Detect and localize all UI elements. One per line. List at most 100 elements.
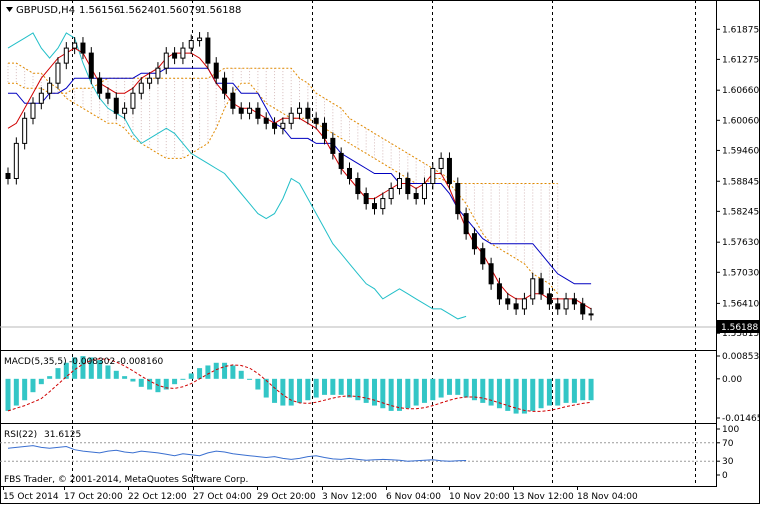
macd-signal-line <box>7 358 592 412</box>
macd-bar <box>347 378 353 398</box>
rsi-tick-label: 30 <box>722 457 734 467</box>
candle-bear <box>97 77 103 94</box>
time-tick-label: 27 Oct 04:00 <box>193 492 252 502</box>
ohlc-open: 1.56156 <box>79 5 120 16</box>
macd-label: MACD(5,35,5) <box>4 357 67 367</box>
symbol-label: GBPUSD,H4 <box>16 5 75 16</box>
candle-bear <box>455 183 461 215</box>
rsi-tick-label: 100 <box>722 425 739 435</box>
macd-bar <box>446 378 452 395</box>
candle-bear <box>330 137 336 154</box>
candle-bear <box>213 62 219 79</box>
price-axis[interactable]: 1.61875 1.61275 1.60660 1.60060 1.59460 1.588… <box>716 25 759 339</box>
candle-bear <box>80 42 86 54</box>
rsi-label: RSI(22) <box>4 430 37 440</box>
macd-signal <box>7 358 592 412</box>
macd-bar <box>105 365 111 379</box>
time-tick-label: 15 Oct 2014 <box>3 492 59 502</box>
candle-bear <box>405 177 411 195</box>
time-axis[interactable]: 15 Oct 2014 17 Oct 20:00 22 Oct 12:00 27 Oc… <box>3 486 638 502</box>
macd-bar <box>38 378 44 385</box>
kijun-sen-line <box>8 67 592 285</box>
macd-bar <box>513 378 519 414</box>
candle-bull <box>30 102 36 119</box>
candle-bull <box>563 298 569 310</box>
candle-bear <box>113 97 119 114</box>
price-tick-label: 1.56410 <box>722 299 759 309</box>
candle-bull <box>280 122 286 129</box>
candle-bull <box>380 198 386 210</box>
macd-bar <box>113 370 119 379</box>
current-price-value: 1.56188 <box>721 323 758 333</box>
price-tick-label: 1.60060 <box>722 116 759 126</box>
price-tick-label: 1.61875 <box>722 25 759 35</box>
macd-bar <box>180 378 186 380</box>
price-tick-label: 1.57030 <box>722 268 759 278</box>
macd-bar <box>280 378 286 406</box>
candle-bull <box>22 117 28 144</box>
candle-bear <box>480 248 486 265</box>
macd-bar <box>122 376 128 379</box>
candle-bear <box>538 278 544 295</box>
time-tick-label: 29 Oct 20:00 <box>257 492 316 502</box>
price-tick-label: 1.58845 <box>722 177 759 187</box>
macd-bar <box>88 357 94 379</box>
candle-bear <box>446 157 452 185</box>
candle-bear <box>322 122 328 139</box>
candle-bull <box>38 92 44 104</box>
rsi-line <box>7 445 467 462</box>
candle-bear <box>471 233 477 250</box>
candle-bear <box>230 92 236 109</box>
macd-bar <box>588 378 594 401</box>
macd-bar <box>30 378 36 393</box>
macd-bar <box>363 378 369 403</box>
macd-tick-label: -0.014656 <box>722 414 760 424</box>
candle-bear <box>222 77 228 94</box>
price-tick-label: 1.60660 <box>722 86 759 96</box>
macd-bar <box>413 378 419 406</box>
candle-bull <box>521 298 527 310</box>
macd-bar <box>247 378 253 380</box>
candle-bull <box>188 40 194 49</box>
macd-bar <box>438 378 444 398</box>
kijun-sen <box>8 67 592 285</box>
rsi-value: 31.6125 <box>44 430 81 440</box>
price-tick-label: 1.61275 <box>722 55 759 65</box>
macd-bar <box>488 378 494 406</box>
candle-bull <box>63 47 69 64</box>
chikou-span-line <box>7 32 467 320</box>
candle-bear <box>571 298 577 305</box>
macd-bar <box>80 356 86 379</box>
candle-bull <box>421 183 427 200</box>
time-tick-label: 22 Oct 12:00 <box>128 492 187 502</box>
candle-bull <box>180 47 186 59</box>
macd-bar <box>405 378 411 409</box>
ohlc-close: 1.56188 <box>200 5 241 16</box>
macd-bar <box>430 378 436 401</box>
candle-bull <box>155 67 161 79</box>
macd-bar <box>530 378 536 411</box>
macd-bar <box>330 378 336 395</box>
candle-bear <box>355 177 361 195</box>
macd-bar <box>172 378 178 385</box>
macd-bar <box>138 378 144 387</box>
candle-bear <box>588 313 594 316</box>
macd-bar <box>538 378 544 409</box>
candle-bull <box>72 42 78 49</box>
chart-menu-triangle-icon[interactable] <box>6 7 13 12</box>
rsi-tick-label: 70 <box>722 439 734 449</box>
macd-bar <box>338 378 344 395</box>
candle-bear <box>513 303 519 310</box>
candle-bear <box>338 152 344 169</box>
candle-bull <box>122 107 128 114</box>
macd-bar <box>371 378 377 406</box>
price-candles[interactable] <box>5 32 594 321</box>
macd-bar <box>305 378 311 401</box>
candle-bear <box>205 37 211 64</box>
macd-bar <box>213 362 219 379</box>
macd-bar <box>55 368 61 379</box>
macd-bar <box>288 378 294 406</box>
